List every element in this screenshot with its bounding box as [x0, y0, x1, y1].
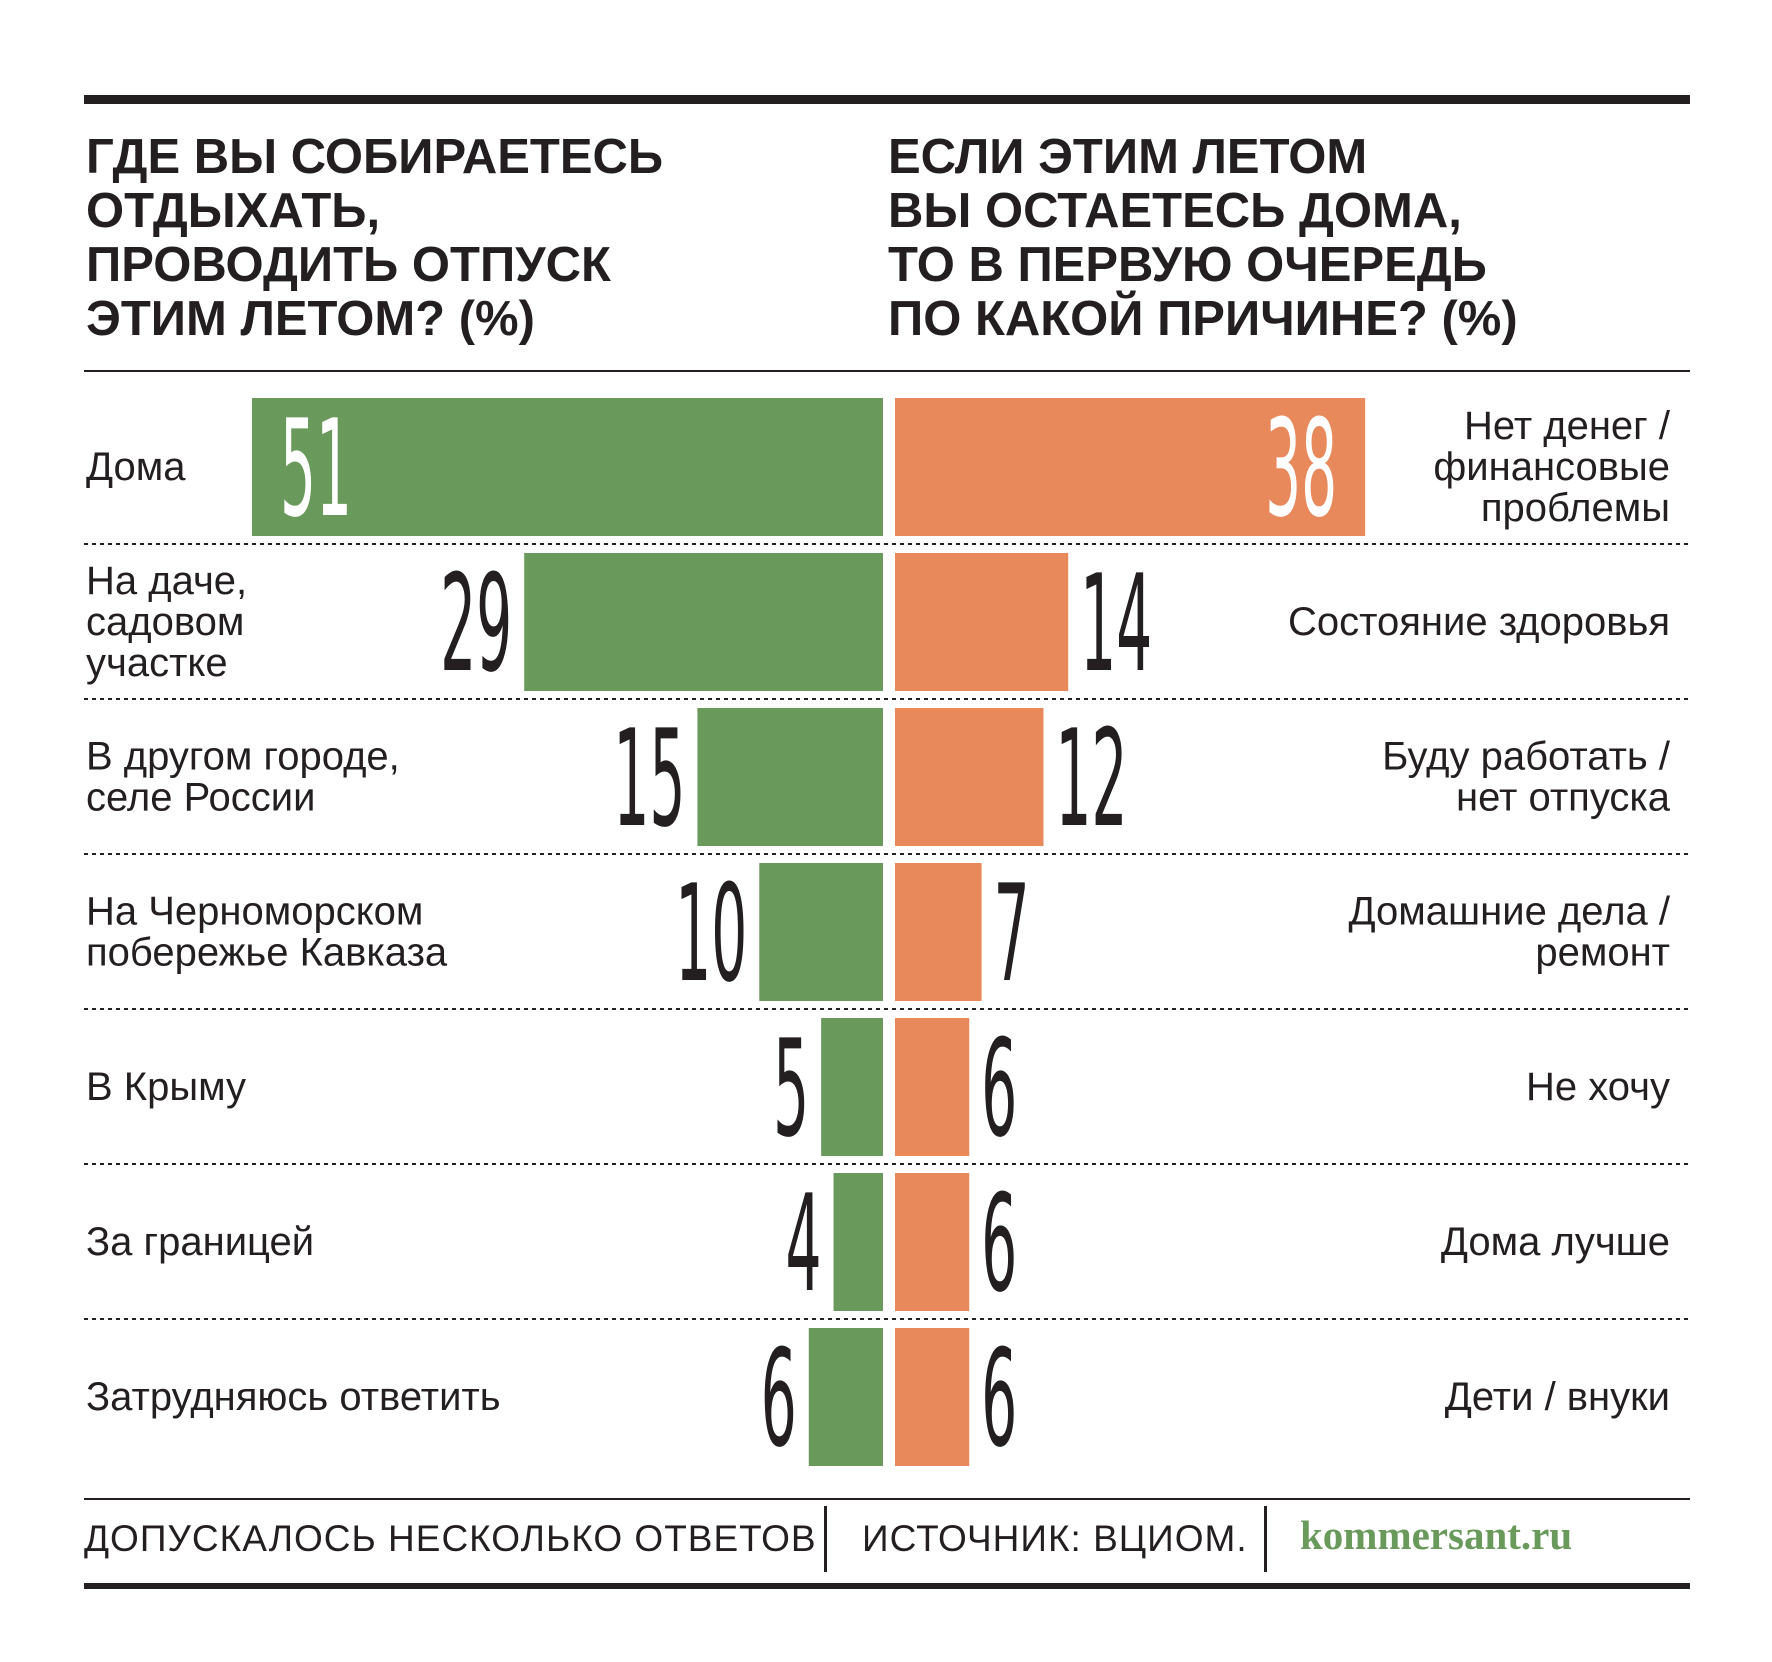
left-category-label: Дома	[86, 445, 186, 489]
left-title-line: ПРОВОДИТЬ ОТПУСК	[86, 238, 611, 292]
left-bar	[759, 863, 883, 1001]
right-title-line: ПО КАКОЙ ПРИЧИНЕ? (%)	[888, 292, 1518, 346]
left-value-label: 5	[773, 1011, 809, 1167]
right-bar	[895, 1173, 970, 1311]
left-bar	[833, 1173, 883, 1311]
left-category-label: участке	[86, 641, 228, 685]
right-bar	[895, 398, 1366, 536]
brand-link[interactable]: kommersant.ru	[1300, 1512, 1573, 1558]
left-category-label: Затрудняюсь ответить	[86, 1375, 501, 1419]
right-value-label: 6	[981, 1166, 1017, 1322]
right-bar	[895, 863, 982, 1001]
footer-separator	[824, 1506, 827, 1572]
bottom-rule	[84, 1583, 1690, 1589]
left-value-label: 10	[675, 856, 747, 1012]
right-bar	[895, 1328, 970, 1466]
right-category-label: Нет денег /	[1464, 404, 1671, 448]
right-title-line: ТО В ПЕРВУЮ ОЧЕРЕДЬ	[888, 238, 1487, 292]
right-category-label: Дети / внуки	[1445, 1375, 1670, 1419]
right-category-label: проблемы	[1481, 486, 1670, 530]
left-category-label: селе России	[86, 776, 315, 820]
left-category-label: На Черноморском	[86, 890, 423, 934]
left-value-label: 6	[761, 1321, 797, 1477]
right-category-label: Домашние дела /	[1349, 890, 1671, 934]
right-bar	[895, 708, 1044, 846]
right-category-label: ремонт	[1535, 931, 1670, 975]
left-category-label: В другом городе,	[86, 735, 400, 779]
right-category-label: финансовые	[1433, 445, 1670, 489]
left-value-label: 51	[280, 391, 352, 547]
footer-note: ДОПУСКАЛОСЬ НЕСКОЛЬКО ОТВЕТОВ	[84, 1518, 817, 1559]
right-bar	[895, 553, 1069, 691]
footer-source: ИСТОЧНИК: ВЦИОМ.	[862, 1518, 1248, 1559]
left-category-label: На даче,	[86, 559, 247, 603]
left-category-label: побережье Кавказа	[86, 931, 448, 975]
header-rule	[84, 370, 1690, 372]
left-chart-title: ГДЕ ВЫ СОБИРАЕТЕСЬ ОТДЫХАТЬ, ПРОВОДИТЬ О…	[86, 130, 663, 346]
left-title-line: ЭТИМ ЛЕТОМ? (%)	[86, 292, 535, 346]
left-bar	[821, 1018, 883, 1156]
right-category-label: Состояние здоровья	[1288, 600, 1670, 644]
left-category-label: садовом	[86, 600, 244, 644]
right-category-label: нет отпуска	[1456, 776, 1671, 820]
right-category-label: Не хочу	[1526, 1065, 1670, 1109]
right-value-label: 12	[1055, 701, 1127, 857]
left-title-line: ОТДЫХАТЬ,	[86, 184, 381, 238]
left-bar	[697, 708, 883, 846]
footer-top-rule	[84, 1498, 1690, 1500]
left-bar	[252, 398, 883, 536]
left-value-label: 29	[440, 546, 512, 702]
right-chart-title: ЕСЛИ ЭТИМ ЛЕТОМ ВЫ ОСТАЕТЕСЬ ДОМА, ТО В …	[888, 130, 1518, 346]
footer-separator	[1264, 1506, 1267, 1572]
left-category-label: За границей	[86, 1220, 314, 1264]
right-category-label: Дома лучше	[1441, 1220, 1670, 1264]
right-bar	[895, 1018, 970, 1156]
right-title-line: ЕСЛИ ЭТИМ ЛЕТОМ	[888, 130, 1368, 184]
left-bar	[524, 553, 883, 691]
right-category-label: Буду работать /	[1382, 735, 1671, 779]
left-bar	[808, 1328, 883, 1466]
right-title-line: ВЫ ОСТАЕТЕСЬ ДОМА,	[888, 184, 1462, 238]
left-value-label: 15	[613, 701, 685, 857]
right-value-label: 6	[981, 1321, 1017, 1477]
right-value-label: 14	[1080, 546, 1152, 702]
left-title-line: ГДЕ ВЫ СОБИРАЕТЕСЬ	[86, 130, 664, 184]
right-value-label: 7	[994, 856, 1030, 1012]
right-value-label: 6	[981, 1011, 1017, 1167]
right-value-label: 38	[1265, 391, 1337, 547]
top-rule	[84, 95, 1690, 104]
left-value-label: 4	[786, 1166, 822, 1322]
left-category-label: В Крыму	[86, 1065, 246, 1109]
